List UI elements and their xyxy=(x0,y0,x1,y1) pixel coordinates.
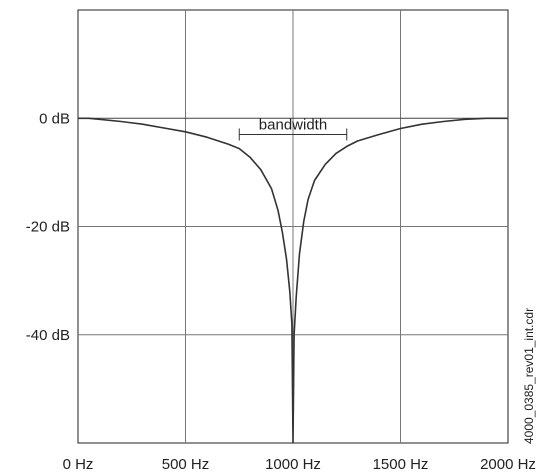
x-tick-label: 1500 Hz xyxy=(373,456,429,473)
bandwidth-label: bandwidth xyxy=(259,116,327,133)
y-tick-labels: 0 dB -20 dB -40 dB xyxy=(26,110,70,344)
side-file-label: 4000_0385_rev01_int.cdr xyxy=(522,308,536,444)
x-tick-label: 500 Hz xyxy=(162,456,210,473)
y-tick-label: -40 dB xyxy=(26,327,70,344)
x-tick-label: 2000 Hz xyxy=(480,456,536,473)
x-tick-label: 1000 Hz xyxy=(265,456,321,473)
bandwidth-annotation: bandwidth xyxy=(238,116,348,141)
response-curve xyxy=(78,117,508,444)
y-tick-label: 0 dB xyxy=(39,110,70,127)
y-tick-label: -20 dB xyxy=(26,219,70,236)
x-tick-labels: 0 Hz 500 Hz 1000 Hz 1500 Hz 2000 Hz xyxy=(63,456,536,473)
response-curve-group xyxy=(78,117,508,444)
x-tick-label: 0 Hz xyxy=(63,456,94,473)
